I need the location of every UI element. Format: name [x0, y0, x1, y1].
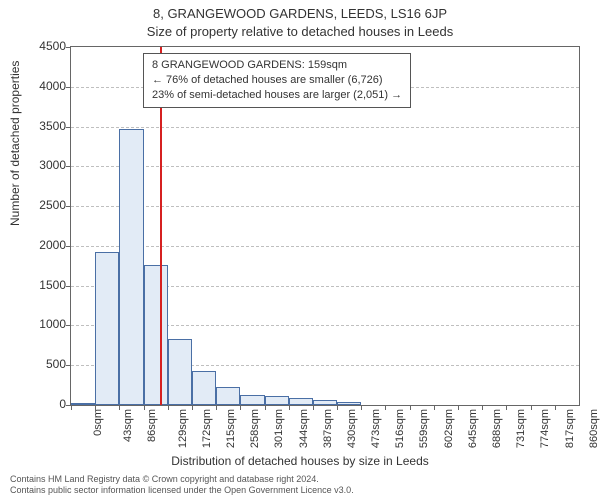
x-tick-label: 387sqm [322, 409, 334, 448]
x-tick-mark [458, 405, 459, 410]
x-tick-mark [337, 405, 338, 410]
x-tick-label: 774sqm [540, 409, 552, 448]
y-tick-label: 4500 [6, 39, 66, 53]
histogram-bar [144, 265, 168, 405]
histogram-bar [119, 129, 143, 405]
x-tick-mark [361, 405, 362, 410]
y-tick-label: 1500 [6, 278, 66, 292]
x-tick-label: 559sqm [419, 409, 431, 448]
y-tick-mark [66, 47, 71, 48]
x-tick-mark [385, 405, 386, 410]
y-tick-label: 1000 [6, 317, 66, 331]
x-tick-mark [506, 405, 507, 410]
x-tick-mark [119, 405, 120, 410]
footer-attribution: Contains HM Land Registry data © Crown c… [10, 474, 590, 496]
x-tick-mark [168, 405, 169, 410]
x-tick-mark [240, 405, 241, 410]
x-tick-mark [216, 405, 217, 410]
y-tick-mark [66, 206, 71, 207]
x-tick-mark [289, 405, 290, 410]
x-tick-mark [313, 405, 314, 410]
x-tick-label: 86sqm [146, 409, 158, 442]
y-tick-label: 3500 [6, 119, 66, 133]
chart-container: 8, GRANGEWOOD GARDENS, LEEDS, LS16 6JP S… [0, 0, 600, 500]
x-tick-label: 258sqm [249, 409, 261, 448]
footer-line1: Contains HM Land Registry data © Crown c… [10, 474, 590, 485]
x-tick-label: 645sqm [467, 409, 479, 448]
x-tick-label: 43sqm [122, 409, 134, 442]
annotation-box: 8 GRANGEWOOD GARDENS: 159sqm ← 76% of de… [143, 53, 411, 108]
histogram-bar [289, 398, 313, 405]
x-tick-mark [71, 405, 72, 410]
y-tick-mark [66, 246, 71, 247]
annotation-line3: 23% of semi-detached houses are larger (… [152, 88, 402, 103]
y-tick-mark [66, 166, 71, 167]
histogram-bar [337, 402, 361, 405]
y-tick-mark [66, 286, 71, 287]
x-tick-mark [555, 405, 556, 410]
x-tick-label: 301sqm [273, 409, 285, 448]
histogram-bar [168, 339, 192, 405]
histogram-bar [265, 396, 289, 405]
annotation-line2: ← 76% of detached houses are smaller (6,… [152, 73, 402, 88]
y-tick-label: 500 [6, 357, 66, 371]
x-tick-label: 817sqm [564, 409, 576, 448]
y-tick-label: 4000 [6, 79, 66, 93]
x-tick-mark [144, 405, 145, 410]
histogram-bar [313, 400, 337, 405]
histogram-bar [71, 403, 95, 405]
x-tick-mark [482, 405, 483, 410]
chart-title-line2: Size of property relative to detached ho… [0, 24, 600, 39]
y-tick-mark [66, 87, 71, 88]
plot-area: 8 GRANGEWOOD GARDENS: 159sqm ← 76% of de… [70, 46, 580, 406]
x-tick-mark [410, 405, 411, 410]
x-tick-label: 0sqm [92, 409, 104, 436]
x-tick-label: 430sqm [346, 409, 358, 448]
x-tick-label: 602sqm [443, 409, 455, 448]
x-tick-label: 215sqm [225, 409, 237, 448]
x-axis-label: Distribution of detached houses by size … [0, 454, 600, 468]
x-tick-label: 731sqm [515, 409, 527, 448]
x-tick-mark [192, 405, 193, 410]
y-tick-label: 0 [6, 397, 66, 411]
x-tick-label: 860sqm [588, 409, 600, 448]
chart-title-line1: 8, GRANGEWOOD GARDENS, LEEDS, LS16 6JP [0, 6, 600, 21]
gridline [71, 166, 579, 167]
x-tick-label: 344sqm [298, 409, 310, 448]
x-tick-mark [265, 405, 266, 410]
x-tick-label: 516sqm [394, 409, 406, 448]
annotation-line1: 8 GRANGEWOOD GARDENS: 159sqm [152, 58, 402, 73]
x-tick-label: 688sqm [491, 409, 503, 448]
y-tick-label: 2500 [6, 198, 66, 212]
y-tick-label: 2000 [6, 238, 66, 252]
histogram-bar [192, 371, 216, 405]
x-tick-mark [434, 405, 435, 410]
gridline [71, 246, 579, 247]
footer-line2: Contains public sector information licen… [10, 485, 590, 496]
y-tick-mark [66, 127, 71, 128]
x-tick-label: 129sqm [177, 409, 189, 448]
y-tick-mark [66, 365, 71, 366]
histogram-bar [95, 252, 119, 405]
x-tick-label: 172sqm [201, 409, 213, 448]
histogram-bar [240, 395, 264, 405]
y-tick-label: 3000 [6, 158, 66, 172]
x-tick-mark [531, 405, 532, 410]
y-tick-mark [66, 325, 71, 326]
gridline [71, 206, 579, 207]
x-tick-mark [95, 405, 96, 410]
histogram-bar [216, 387, 240, 405]
gridline [71, 127, 579, 128]
x-tick-label: 473sqm [370, 409, 382, 448]
